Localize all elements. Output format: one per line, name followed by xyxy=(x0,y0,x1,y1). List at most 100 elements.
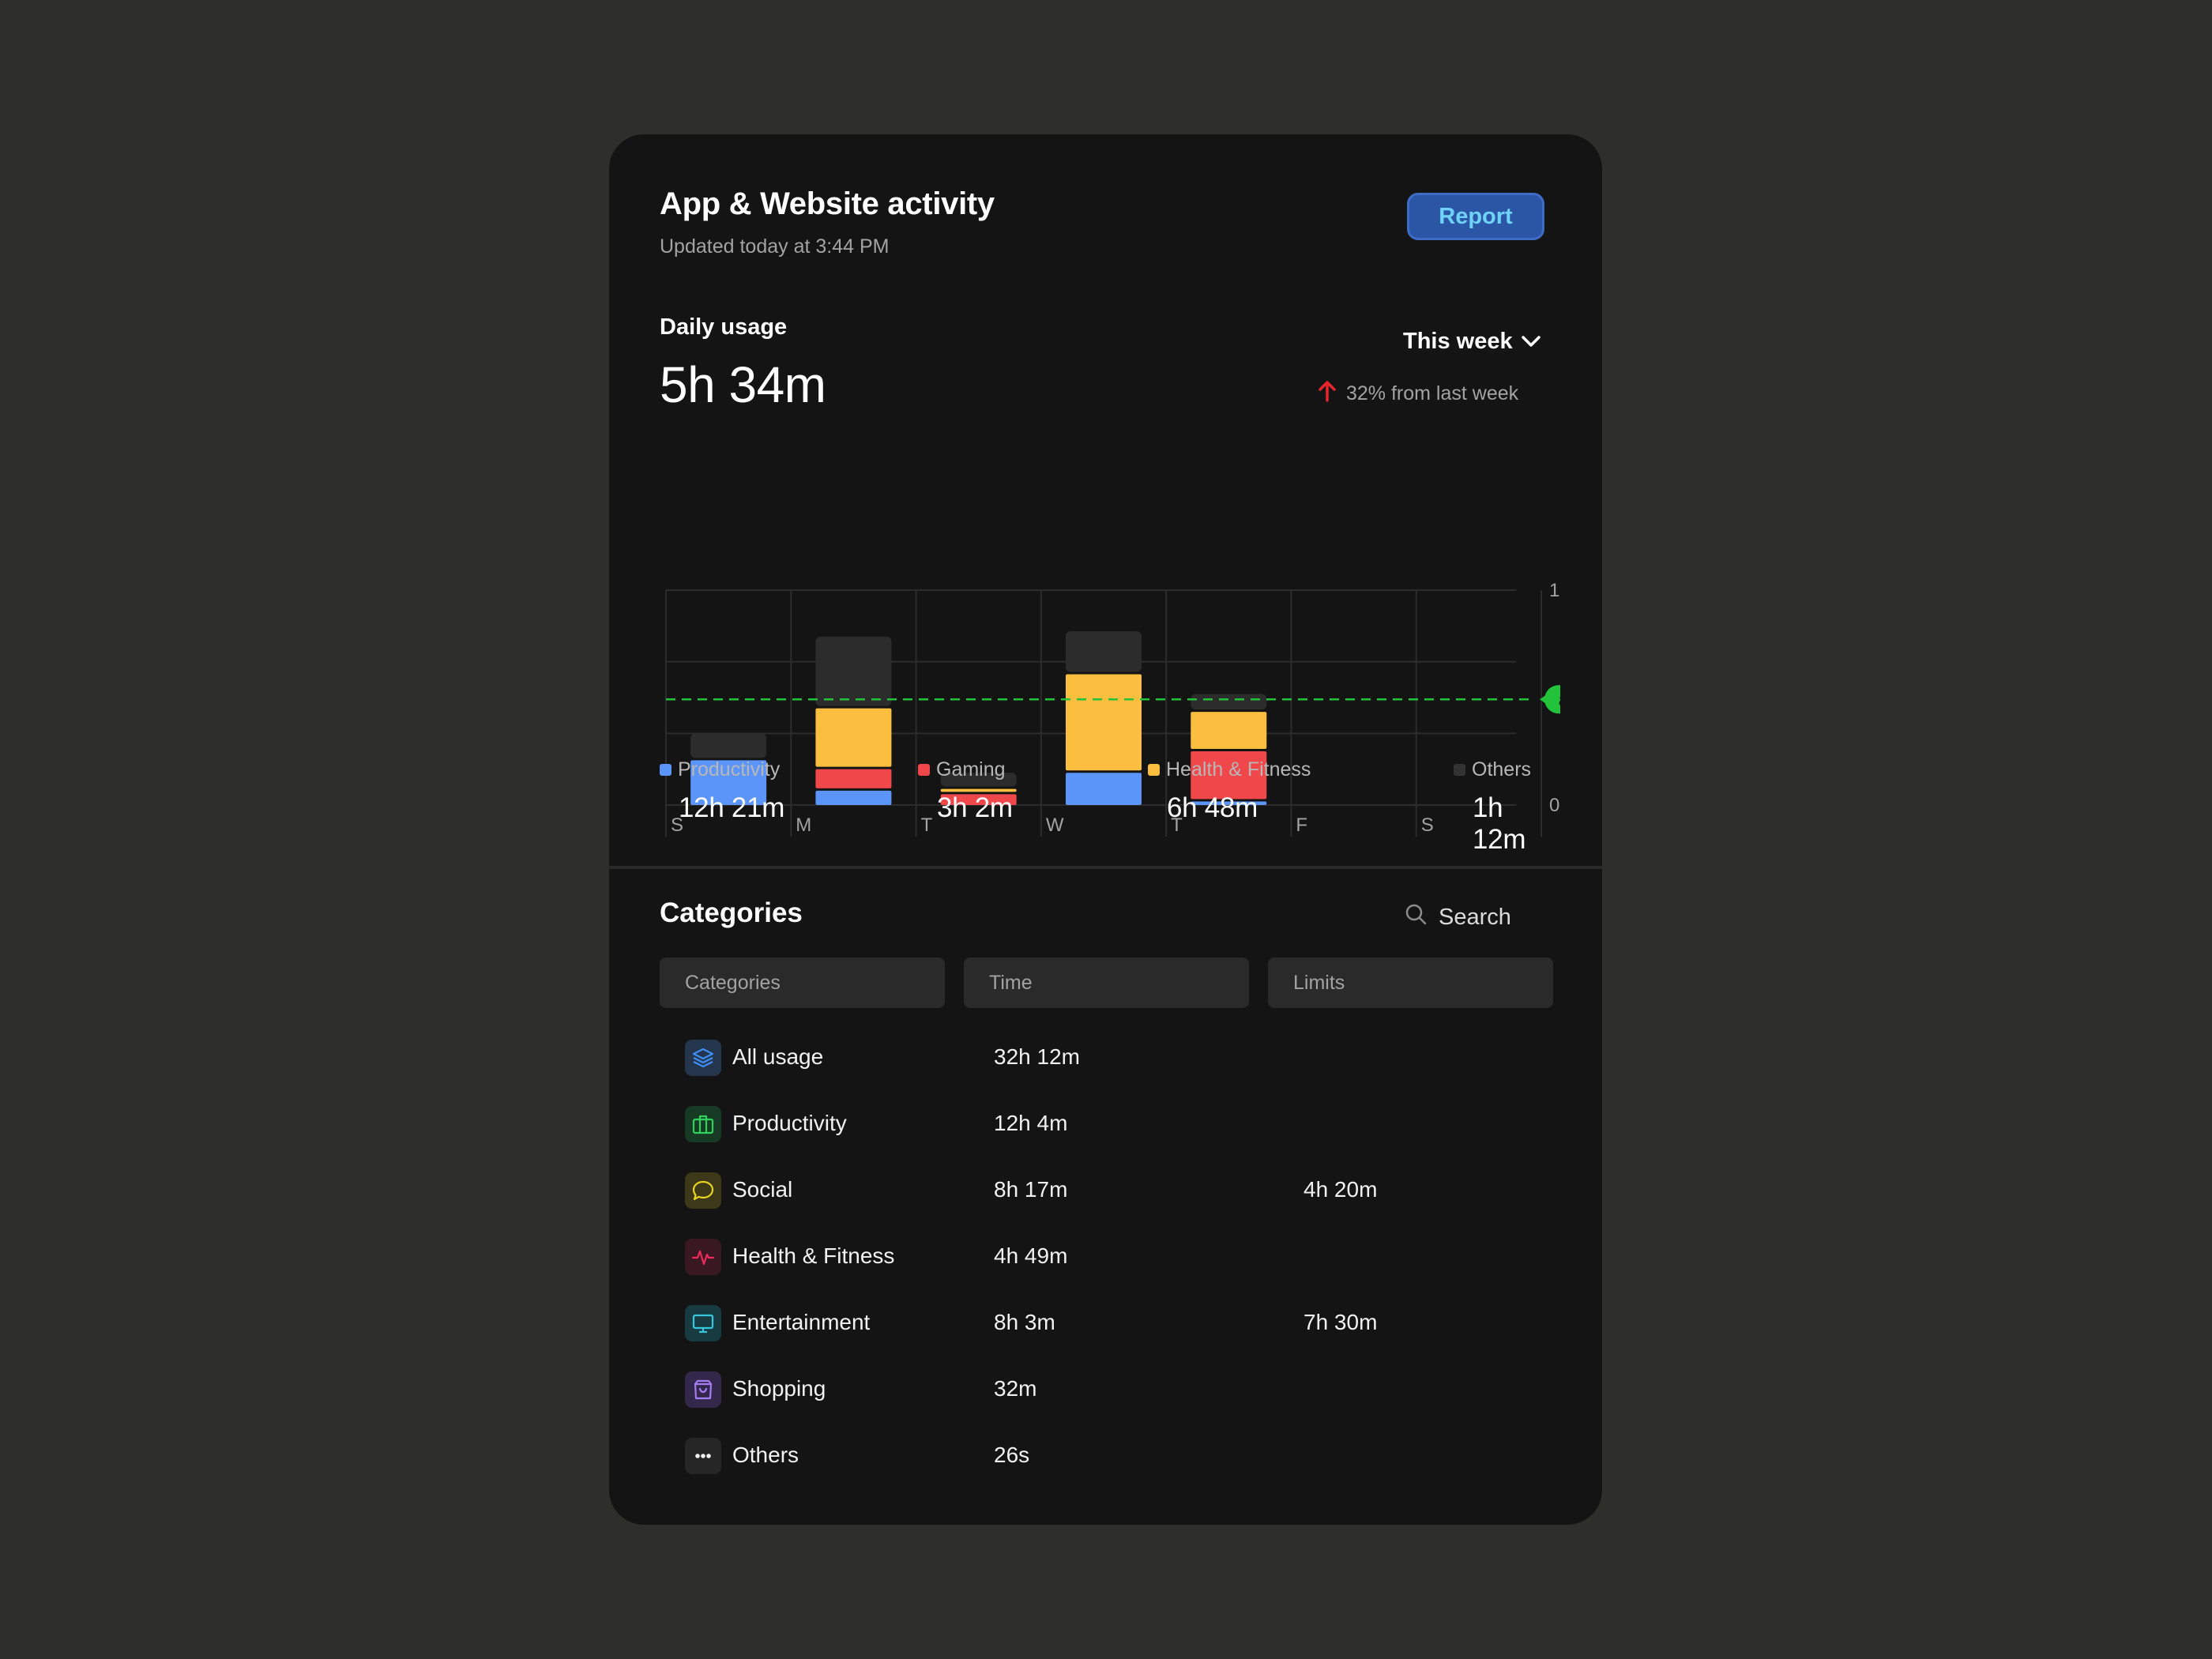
bar-health-fitness-3 xyxy=(1066,674,1142,771)
category-time: 4h 49m xyxy=(994,1243,1068,1268)
table-row[interactable]: Health & Fitness 4h 49m xyxy=(660,1226,1560,1292)
bar-health-fitness-4 xyxy=(1191,712,1267,749)
category-name: Shopping xyxy=(732,1376,826,1401)
category-time: 26s xyxy=(994,1443,1030,1467)
legend-value: 12h 21m xyxy=(679,792,785,823)
updated-timestamp: Updated today at 3:44 PM xyxy=(660,235,890,258)
category-limit: 4h 20m xyxy=(1304,1177,1378,1202)
trend-text: 32% from last week xyxy=(1346,382,1519,404)
avg-label: avg xyxy=(1558,689,1560,709)
legend-head: Productivity xyxy=(660,758,784,781)
legend-value: 3h 2m xyxy=(937,792,1013,823)
daily-usage-label: Daily usage xyxy=(660,314,788,340)
x-tick-label: F xyxy=(1296,814,1307,836)
table-row[interactable]: Social 8h 17m 4h 20m xyxy=(660,1160,1560,1226)
categories-table: All usage 32h 12m Productivity 12h 4m Social… xyxy=(660,1027,1560,1492)
bar-gaming-1 xyxy=(815,769,892,788)
period-label: This week xyxy=(1403,329,1513,354)
x-tick-label: M xyxy=(796,814,811,836)
bar-productivity-0 xyxy=(690,760,767,805)
avg-badge-pointer xyxy=(1540,694,1548,705)
table-row[interactable]: Shopping 32m xyxy=(660,1359,1560,1425)
category-name: All usage xyxy=(732,1044,824,1069)
bar-productivity-3 xyxy=(1066,773,1142,805)
chevron-down-icon xyxy=(1521,329,1541,355)
bar-health-fitness-2 xyxy=(940,788,1017,792)
briefcase-icon xyxy=(685,1106,721,1142)
chat-bubble-icon xyxy=(685,1172,721,1209)
category-name: Entertainment xyxy=(732,1310,871,1334)
x-tick-label: S xyxy=(671,814,683,836)
table-row[interactable]: All usage 32h 12m xyxy=(660,1027,1560,1093)
y-tick-label: 12h xyxy=(1549,580,1560,601)
table-row[interactable]: Others 26s xyxy=(660,1425,1560,1492)
legend-item: Others 1h 12m xyxy=(1454,758,1560,856)
search-button[interactable]: Search xyxy=(1404,902,1511,932)
bar-others-0 xyxy=(690,733,767,758)
layers-icon xyxy=(685,1040,721,1076)
bar-others-4 xyxy=(1191,694,1267,710)
activity-card: App & Website activity Updated today at … xyxy=(609,134,1602,1525)
column-header-limits[interactable]: Limits xyxy=(1268,957,1553,1008)
legend-label: Health & Fitness xyxy=(1166,758,1311,781)
x-tick-label: S xyxy=(1421,814,1434,836)
category-time: 8h 17m xyxy=(994,1177,1068,1202)
search-icon xyxy=(1404,902,1428,932)
arrow-up-icon xyxy=(1318,379,1337,408)
x-tick-label: T xyxy=(921,814,933,836)
legend-value: 6h 48m xyxy=(1167,792,1258,823)
bar-others-1 xyxy=(815,636,892,706)
x-tick-label: W xyxy=(1046,814,1064,836)
bar-others-3 xyxy=(1066,631,1142,672)
legend-item: Gaming 3h 2m xyxy=(918,758,1013,824)
table-row[interactable]: Productivity 12h 4m xyxy=(660,1093,1560,1160)
period-dropdown[interactable]: This week xyxy=(1403,329,1541,355)
x-tick-label: T xyxy=(1171,814,1183,836)
legend-swatch xyxy=(660,764,672,776)
category-limit: 7h 30m xyxy=(1304,1310,1378,1334)
column-header-time[interactable]: Time xyxy=(964,957,1249,1008)
activity-pulse-icon xyxy=(685,1239,721,1275)
legend-swatch xyxy=(1454,764,1465,776)
avg-badge xyxy=(1544,685,1560,714)
daily-usage-value: 5h 34m xyxy=(660,356,826,413)
legend-item: Productivity 12h 21m xyxy=(660,758,784,824)
category-name: Productivity xyxy=(732,1111,847,1135)
legend-item: Health & Fitness 6h 48m xyxy=(1148,758,1311,824)
bar-productivity-4 xyxy=(1191,801,1267,805)
legend-head: Gaming xyxy=(918,758,1013,781)
category-time: 32h 12m xyxy=(994,1044,1080,1069)
section-divider xyxy=(609,866,1602,869)
chart-legend: Productivity 12h 21m Gaming 3h 2m Health & F… xyxy=(660,758,1560,855)
y-tick-label: 0 xyxy=(1549,795,1559,816)
report-button[interactable]: Report xyxy=(1407,193,1544,240)
category-name: Others xyxy=(732,1443,799,1467)
page-title: App & Website activity xyxy=(660,186,995,221)
trend-indicator: 32% from last week xyxy=(1318,379,1518,408)
category-time: 8h 3m xyxy=(994,1310,1055,1334)
bar-health-fitness-1 xyxy=(815,708,892,767)
more-dots-icon xyxy=(685,1438,721,1474)
legend-swatch xyxy=(1148,764,1160,776)
legend-label: Productivity xyxy=(678,758,781,781)
bar-productivity-1 xyxy=(815,790,892,805)
search-label: Search xyxy=(1439,904,1511,930)
legend-label: Gaming xyxy=(936,758,1006,781)
category-name: Health & Fitness xyxy=(732,1243,895,1268)
shopping-bag-icon xyxy=(685,1371,721,1408)
bar-gaming-4 xyxy=(1191,751,1267,799)
monitor-icon xyxy=(685,1305,721,1341)
legend-value: 1h 12m xyxy=(1473,792,1526,855)
category-time: 32m xyxy=(994,1376,1037,1401)
daily-usage-chart: S M T W T F S 12h 0 avg xyxy=(665,580,1560,837)
column-header-categories[interactable]: Categories xyxy=(660,957,945,1008)
table-row[interactable]: Entertainment 8h 3m 7h 30m xyxy=(660,1292,1560,1359)
legend-head: Health & Fitness xyxy=(1148,758,1311,781)
legend-swatch xyxy=(918,764,930,776)
categories-title: Categories xyxy=(660,897,803,928)
bar-others-2 xyxy=(940,773,1017,787)
bar-gaming-2 xyxy=(940,794,1017,805)
category-time: 12h 4m xyxy=(994,1111,1068,1135)
legend-head: Others xyxy=(1454,758,1560,781)
legend-label: Others xyxy=(1472,758,1532,781)
